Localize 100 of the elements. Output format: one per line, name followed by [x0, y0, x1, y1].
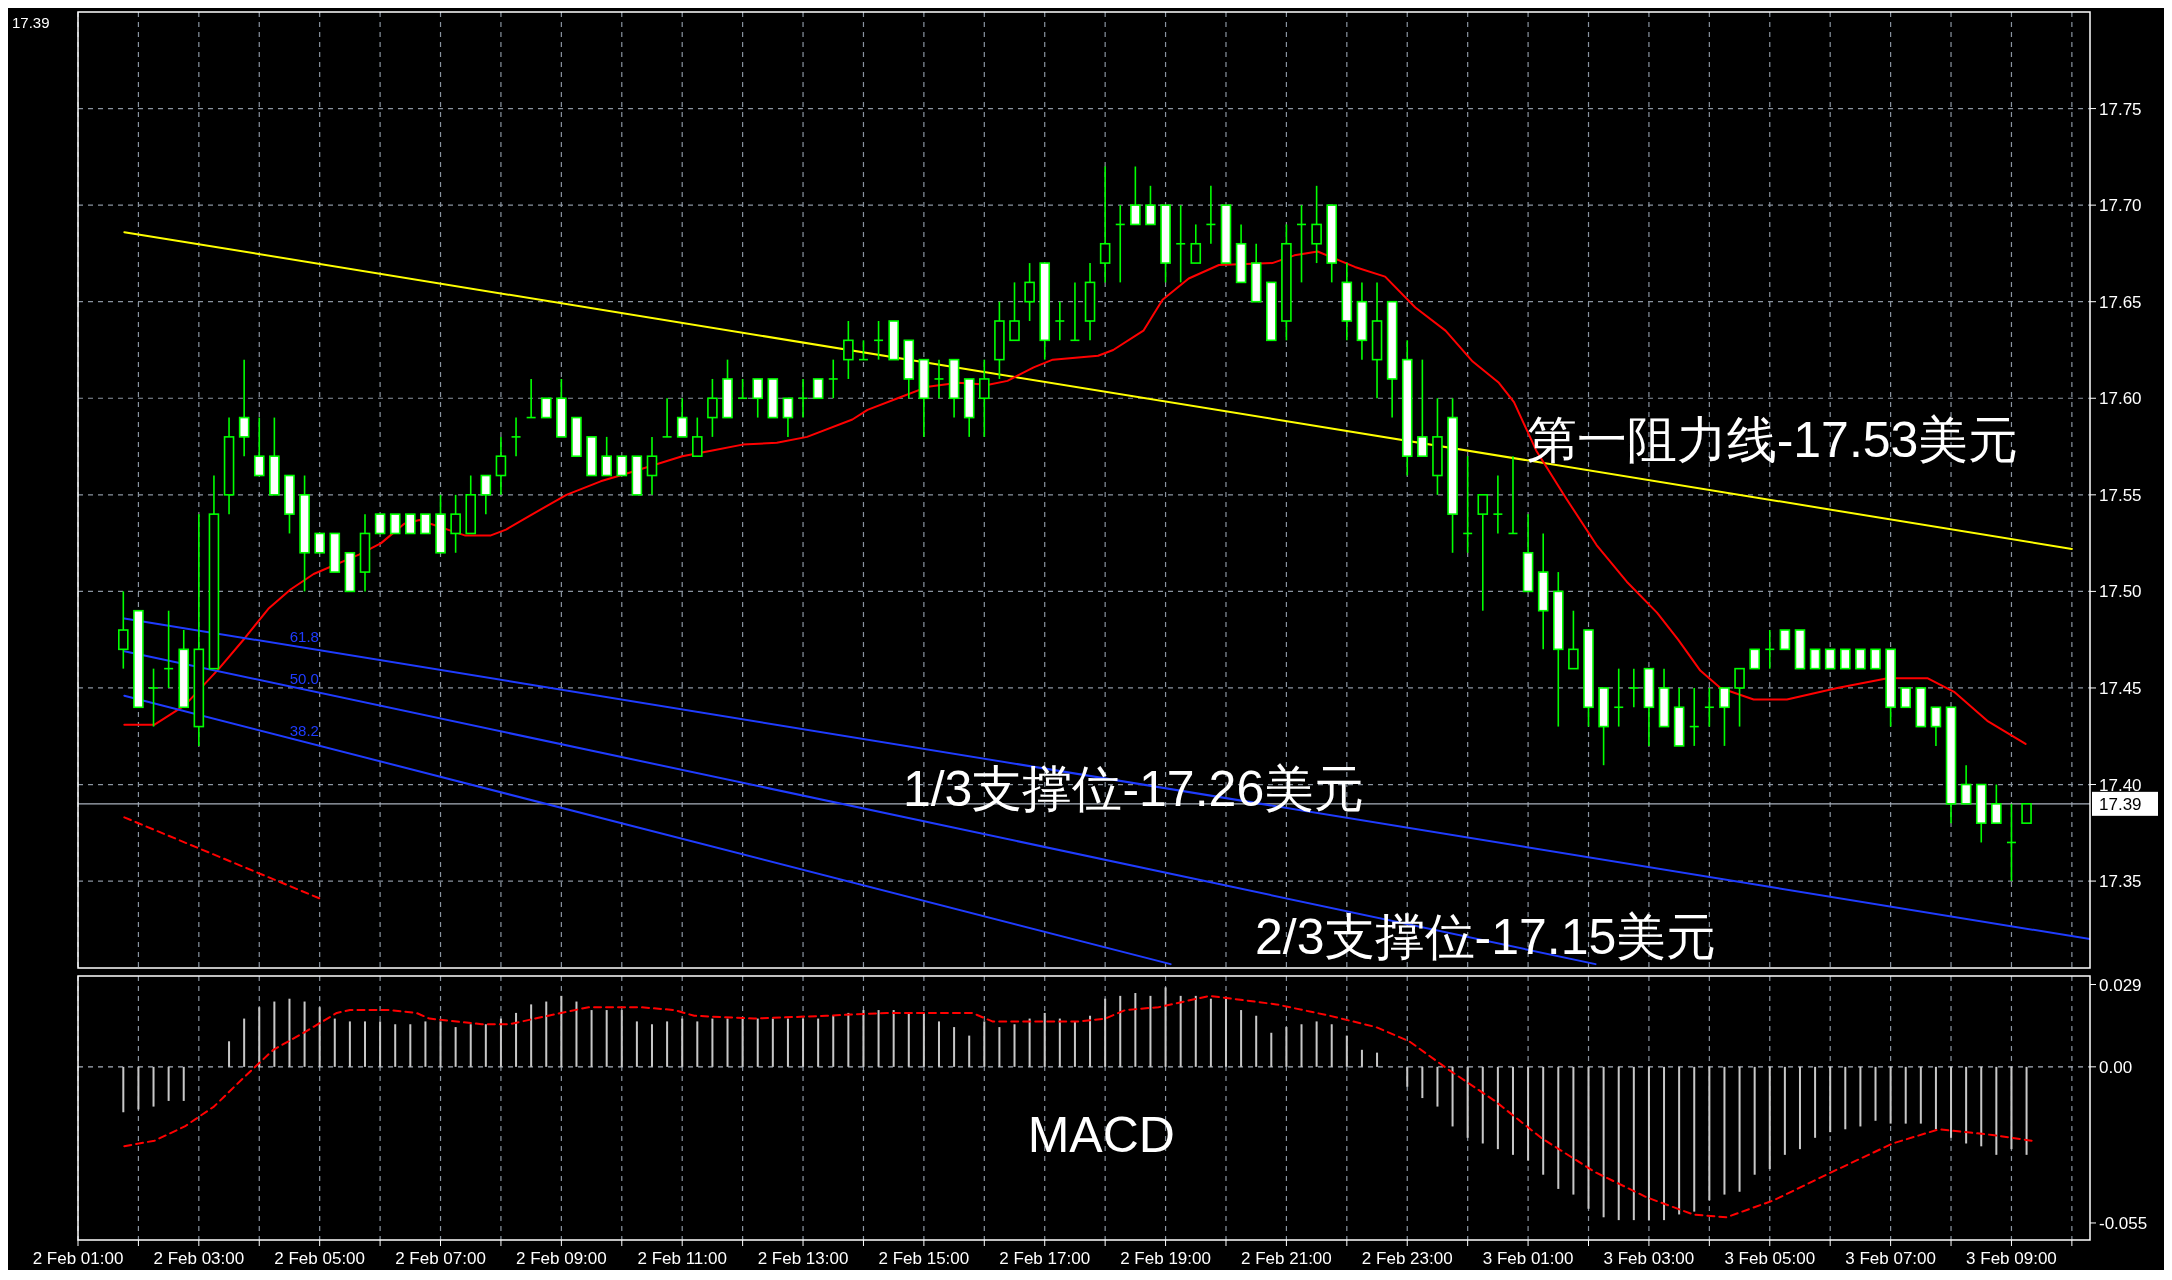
bar [424, 1021, 427, 1067]
x-tick-label: 2 Feb 17:00 [999, 1249, 1091, 1268]
bar [484, 1024, 487, 1067]
bar [1058, 1018, 1061, 1067]
bar [1738, 1066, 1741, 1192]
bar [258, 1007, 261, 1067]
bar [1330, 1024, 1333, 1067]
bar [968, 1035, 971, 1067]
bar [318, 1007, 321, 1067]
bar [922, 1012, 925, 1067]
candlestick [374, 513, 386, 535]
bar [1134, 993, 1137, 1067]
bar [1768, 1066, 1771, 1170]
series-label: 50.0 [289, 669, 319, 687]
candlestick [692, 416, 703, 457]
bar [1300, 1024, 1303, 1067]
y-tick-label: 0.00 [2099, 1057, 2133, 1077]
candlestick [601, 436, 612, 477]
candlestick [1734, 667, 1745, 728]
bar [1904, 1066, 1907, 1124]
bar [1829, 1066, 1832, 1133]
candlestick [782, 397, 794, 438]
bar [1632, 1066, 1635, 1221]
x-tick-label: 3 Feb 01:00 [1482, 1249, 1574, 1268]
candlestick [812, 378, 824, 400]
bar [545, 1001, 548, 1067]
candlestick [661, 397, 673, 438]
candlestick [253, 416, 265, 477]
bar [1798, 1066, 1801, 1150]
candlestick [314, 532, 325, 554]
candlestick [1840, 648, 1851, 670]
bar [1013, 1024, 1016, 1067]
x-tick-label: 2 Feb 11:00 [637, 1249, 727, 1268]
bar [1376, 1052, 1379, 1067]
candlestick [1099, 165, 1111, 284]
bar [575, 1001, 578, 1067]
bar [666, 1021, 669, 1067]
candlestick [676, 397, 688, 438]
y-tick-label: 17.40 [2099, 775, 2142, 795]
bar [1179, 995, 1182, 1067]
bar [862, 1010, 865, 1067]
y-tick-label: 17.45 [2099, 678, 2142, 698]
bar [1602, 1066, 1605, 1218]
y-tick-label: 17.75 [2099, 99, 2142, 119]
bar [711, 1018, 714, 1067]
x-tick-label: 3 Feb 07:00 [1845, 1249, 1936, 1268]
candlestick [979, 358, 990, 438]
y-tick-label: 0.029 [2099, 975, 2142, 995]
candlestick [238, 358, 250, 457]
candlestick [1855, 648, 1866, 670]
candlestick [118, 590, 129, 670]
candlestick [1190, 223, 1202, 264]
x-tick-label: 2 Feb 05:00 [274, 1249, 366, 1268]
candlestick [495, 436, 507, 496]
bar [1149, 995, 1152, 1067]
bar [1753, 1066, 1756, 1175]
candlestick [1492, 474, 1504, 535]
candlestick [1568, 609, 1579, 670]
candlestick [1870, 648, 1881, 670]
y-tick-label: -0.055 [2099, 1213, 2148, 1233]
bar [1345, 1035, 1348, 1067]
bar [1360, 1049, 1363, 1067]
x-tick-label: 2 Feb 03:00 [153, 1249, 245, 1268]
y-tick-label: 17.35 [2099, 872, 2142, 892]
x-tick-label: 3 Feb 03:00 [1603, 1249, 1695, 1268]
bar [1617, 1066, 1620, 1221]
candlestick [646, 436, 658, 496]
candlestick [405, 513, 416, 535]
bar [892, 1010, 895, 1067]
bar [1693, 1066, 1696, 1212]
candlestick [1145, 185, 1156, 226]
bar [515, 1012, 518, 1067]
candlestick [1009, 281, 1020, 342]
bar [590, 1010, 593, 1067]
candlestick [1824, 648, 1836, 670]
bar [937, 1021, 940, 1067]
bar [530, 1004, 533, 1067]
bar [1783, 1066, 1786, 1155]
candlestick [2021, 803, 2032, 824]
bar [635, 1021, 638, 1067]
x-tick-label: 2 Feb 19:00 [1120, 1249, 1211, 1268]
bar [847, 1012, 850, 1067]
bar [1814, 1066, 1817, 1138]
candlestick [616, 455, 628, 477]
bar [1723, 1066, 1726, 1195]
bar [1678, 1066, 1681, 1215]
bar [1421, 1066, 1424, 1099]
candlestick [148, 667, 159, 728]
candlestick [933, 358, 945, 400]
candlestick [827, 358, 839, 400]
bar [1995, 1066, 1998, 1155]
candlestick [510, 416, 522, 457]
candlestick [389, 513, 401, 535]
x-tick-label: 2 Feb 15:00 [878, 1249, 970, 1268]
bar [182, 1066, 185, 1101]
bar [1073, 1021, 1076, 1067]
bar [1194, 995, 1197, 1067]
candlestick [1991, 783, 2002, 824]
candlestick [1900, 687, 1912, 709]
bar [1919, 1066, 1922, 1124]
